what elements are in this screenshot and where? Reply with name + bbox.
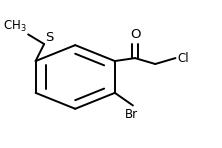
Text: CH$_3$: CH$_3$ [3,18,27,34]
Text: O: O [130,28,140,41]
Text: Br: Br [125,108,138,121]
Text: Cl: Cl [178,52,189,65]
Text: S: S [45,31,54,44]
